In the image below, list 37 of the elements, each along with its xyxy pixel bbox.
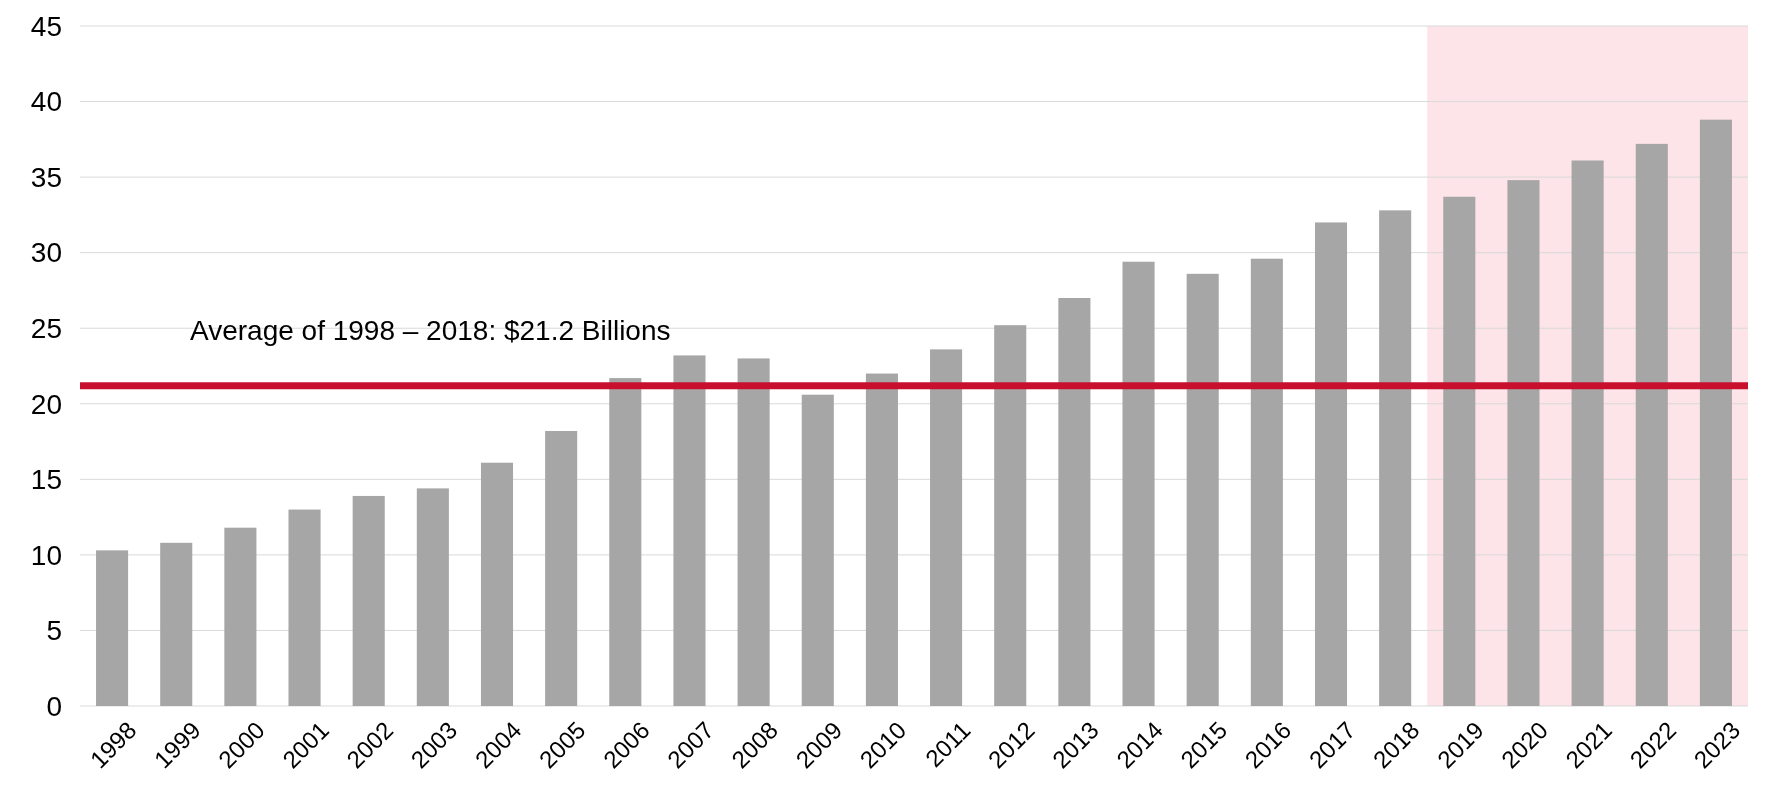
bar	[609, 378, 642, 706]
bar	[1699, 119, 1732, 706]
bar	[288, 509, 321, 706]
bar	[352, 495, 385, 706]
bar	[1443, 196, 1476, 706]
bar	[1571, 160, 1604, 706]
bar	[865, 373, 898, 706]
bar	[160, 542, 193, 706]
y-tick-label: 0	[46, 690, 62, 722]
y-tick-label: 15	[30, 464, 62, 496]
bar	[1250, 258, 1283, 706]
bar	[1379, 210, 1412, 706]
y-tick-label: 30	[30, 237, 62, 269]
y-tick-label: 10	[30, 539, 62, 571]
bar	[1507, 180, 1540, 706]
bar	[801, 394, 834, 706]
y-tick-label: 25	[30, 313, 62, 345]
y-tick-label: 40	[30, 86, 62, 118]
bar	[737, 358, 770, 706]
bar	[96, 550, 129, 706]
bar	[994, 325, 1027, 706]
y-tick-label: 35	[30, 161, 62, 193]
ref-line-label: Average of 1998 – 2018: $21.2 Billions	[190, 314, 671, 346]
bar	[1635, 143, 1668, 706]
bar	[1186, 273, 1219, 706]
bar	[930, 349, 963, 706]
bar	[673, 355, 706, 706]
y-tick-label: 20	[30, 388, 62, 420]
bar	[224, 527, 257, 706]
bar	[416, 488, 449, 706]
y-tick-label: 5	[46, 615, 62, 647]
bar	[545, 430, 578, 706]
y-tick-label: 45	[30, 10, 62, 42]
bar	[1314, 222, 1348, 706]
bar	[480, 462, 514, 706]
bar	[1122, 261, 1155, 706]
bar	[1058, 298, 1091, 706]
